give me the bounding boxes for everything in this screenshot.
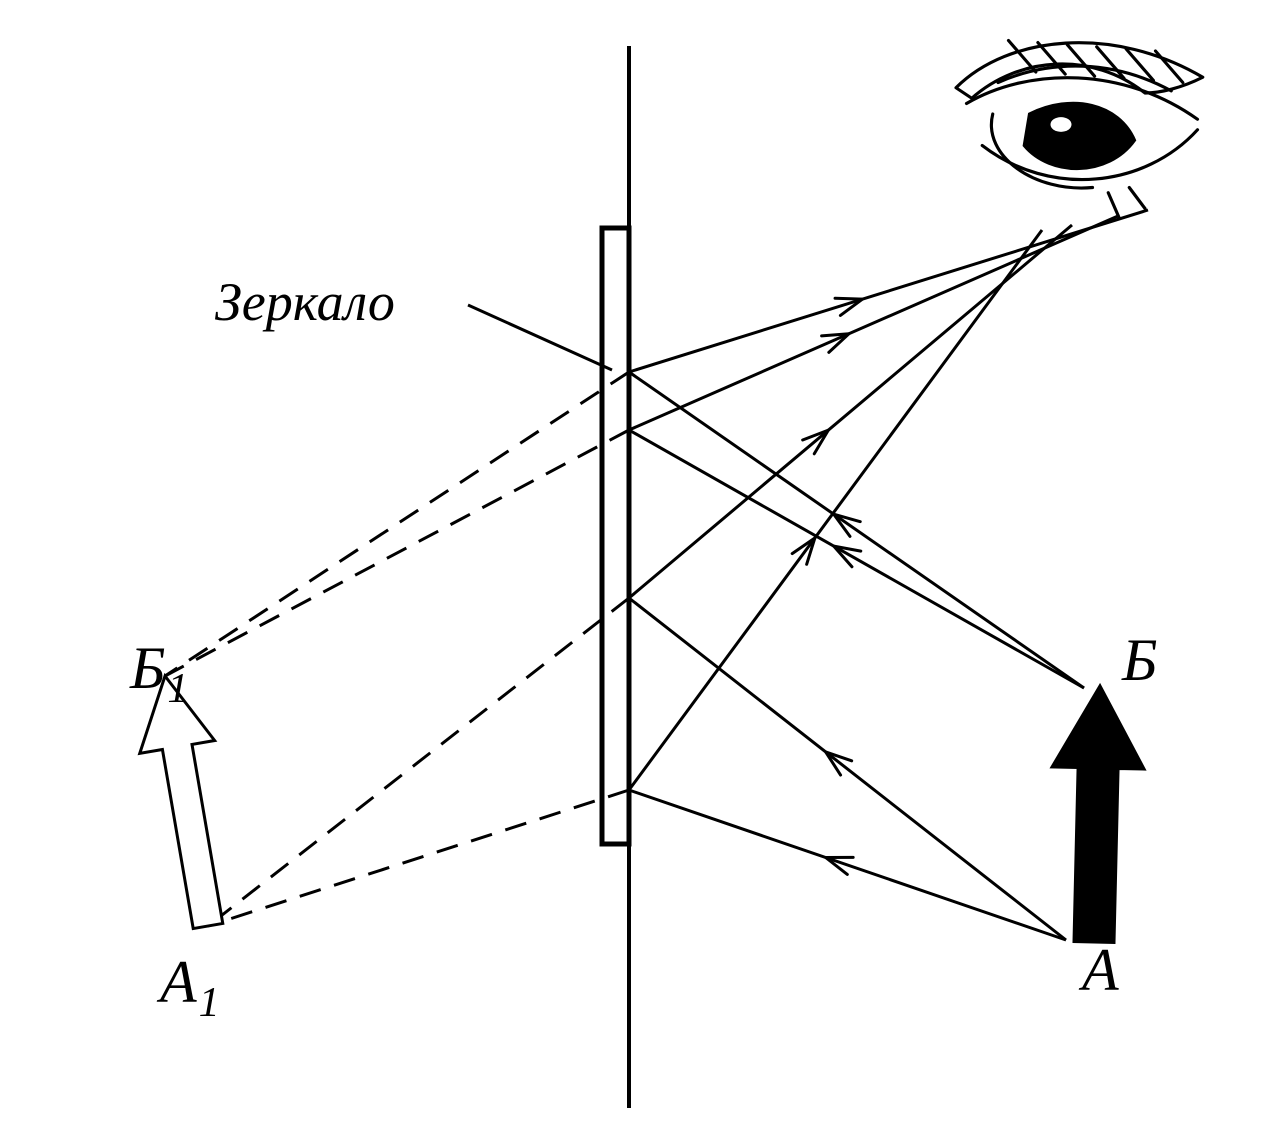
label: Б <box>1121 627 1157 693</box>
observer-eye <box>956 41 1203 217</box>
optics-diagram: Зеркало А Б А1 Б1 <box>0 0 1273 1128</box>
label: А <box>1078 937 1119 1003</box>
leader-line <box>468 305 612 370</box>
label: Зеркало <box>215 272 395 332</box>
eye-icon <box>956 41 1203 217</box>
virtual-rays <box>165 372 629 926</box>
label: А1 <box>156 949 220 1026</box>
real-rays <box>629 210 1148 940</box>
label: Б1 <box>129 635 188 712</box>
labels: Зеркало А Б А1 Б1 <box>129 272 1157 1026</box>
object-arrows <box>140 676 1144 942</box>
mirror-body <box>602 228 629 844</box>
